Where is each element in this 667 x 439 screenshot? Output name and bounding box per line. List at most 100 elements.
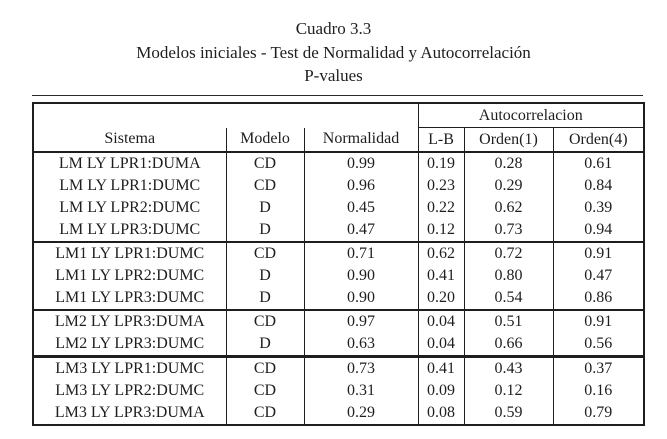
column-header-orden4: Orden(4) <box>552 127 645 153</box>
table-cell: 0.62 <box>417 241 464 265</box>
table-cell: 0.91 <box>552 309 645 333</box>
table-cell: 0.62 <box>463 197 553 219</box>
table-row: LM3 LY LPR2:DUMC CD 0.31 0.09 0.12 0.16 <box>33 380 645 402</box>
table-row: LM2 LY LPR3:DUMC D 0.63 0.04 0.66 0.56 <box>33 333 645 357</box>
table-cell: 0.72 <box>463 241 553 265</box>
table-cell: CD <box>225 402 304 425</box>
table-cell: 0.43 <box>463 355 553 380</box>
table-cell: CD <box>225 152 304 175</box>
table-cell: 0.47 <box>552 265 645 287</box>
table-cell: 0.09 <box>417 380 464 402</box>
table-cell: 0.90 <box>303 265 418 287</box>
table-cell: 0.28 <box>463 152 553 175</box>
table-row: LM LY LPR1:DUMA CD 0.99 0.19 0.28 0.61 <box>33 152 645 175</box>
table-cell: 0.31 <box>303 380 418 402</box>
table-cell: D <box>225 265 304 287</box>
table-cell: 0.56 <box>552 333 645 357</box>
table-cell: LM3 LY LPR2:DUMC <box>55 382 205 399</box>
table-header-group-row: Autocorrelacion <box>33 103 645 128</box>
table-cell: D <box>225 333 304 357</box>
table-cell: 0.59 <box>463 402 553 425</box>
table-cell: 0.22 <box>417 197 464 219</box>
table-cell: 0.90 <box>303 287 418 310</box>
table-cell: 0.61 <box>552 152 645 175</box>
column-header-lb: L-B <box>417 127 464 153</box>
column-header-orden1: Orden(1) <box>463 127 553 153</box>
table-cell: 0.16 <box>552 380 645 402</box>
table-cell: 0.66 <box>463 333 553 357</box>
table-cell: 0.47 <box>303 219 418 242</box>
table-cell: LM LY LPR3:DUMC <box>59 221 201 238</box>
table-cell: LM1 LY LPR1:DUMC <box>33 241 226 265</box>
table-cell: LM2 LY LPR3:DUMA <box>33 309 226 333</box>
table-row: LM3 LY LPR1:DUMC CD 0.73 0.41 0.43 0.37 <box>33 355 645 380</box>
table-cell: 0.96 <box>303 175 418 197</box>
table-cell: 0.73 <box>463 219 553 242</box>
table-row: LM1 LY LPR1:DUMC CD 0.71 0.62 0.72 0.91 <box>33 241 645 265</box>
table-cell: 0.08 <box>417 402 464 425</box>
header-spacer-cell <box>33 103 419 128</box>
table-row: LM LY LPR3:DUMC D 0.47 0.12 0.73 0.94 <box>33 219 645 242</box>
table-cell: 0.79 <box>552 402 645 425</box>
table-cell: 0.80 <box>463 265 553 287</box>
table-cell: LM1 LY LPR3:DUMC <box>55 289 205 306</box>
header-group-autocorrelacion: Autocorrelacion <box>418 103 645 128</box>
table-cell: LM2 LY LPR3:DUMC <box>55 335 205 352</box>
table-cell: D <box>225 287 304 310</box>
table-cell: LM1 LY LPR2:DUMC <box>55 267 205 284</box>
table-cell: 0.23 <box>417 175 464 197</box>
table-cell: 0.12 <box>463 380 553 402</box>
caption-number: Cuadro 3.3 <box>295 19 372 38</box>
table-cell: 0.86 <box>552 287 645 310</box>
table-row: LM LY LPR1:DUMC CD 0.96 0.23 0.29 0.84 <box>33 175 645 197</box>
table-row: LM2 LY LPR3:DUMA CD 0.97 0.04 0.51 0.91 <box>33 309 645 333</box>
table-cell: CD <box>225 309 304 333</box>
table-cell: LM LY LPR1:DUMA <box>58 155 201 172</box>
table-row: LM3 LY LPR3:DUMA CD 0.29 0.08 0.59 0.79 <box>33 402 645 425</box>
table-caption: Cuadro 3.3 Modelos iniciales - Test de N… <box>0 17 667 88</box>
table-header-row: Sistema Modelo Normalidad L-B Orden(1) O… <box>33 127 645 153</box>
table-cell: 0.37 <box>552 355 645 380</box>
table-cell: LM LY LPR2:DUMC <box>59 199 201 216</box>
table-cell: CD <box>225 380 304 402</box>
column-header-normalidad: Normalidad <box>303 127 418 153</box>
caption-title: Modelos iniciales - Test de Normalidad y… <box>136 42 531 62</box>
table-cell: 0.29 <box>303 402 418 425</box>
table-cell: 0.12 <box>417 219 464 242</box>
table-cell: 0.73 <box>303 355 418 380</box>
table-cell: 0.99 <box>303 152 418 175</box>
top-rule-divider <box>32 95 643 96</box>
table-cell: D <box>225 197 304 219</box>
table-cell: 0.71 <box>303 241 418 265</box>
table-cell: 0.29 <box>463 175 553 197</box>
table-cell: LM LY LPR1:DUMC <box>59 177 201 194</box>
table-cell: 0.39 <box>552 197 645 219</box>
table-cell: 0.91 <box>552 241 645 265</box>
table-row: LM LY LPR2:DUMC D 0.45 0.22 0.62 0.39 <box>33 197 645 219</box>
table-row: LM1 LY LPR2:DUMC D 0.90 0.41 0.80 0.47 <box>33 265 645 287</box>
table-cell: CD <box>225 355 304 380</box>
column-header-sistema: Sistema <box>33 127 226 153</box>
table-cell: 0.51 <box>463 309 553 333</box>
table-cell: 0.41 <box>417 355 464 380</box>
table-cell: 0.45 <box>303 197 418 219</box>
table-row: LM1 LY LPR3:DUMC D 0.90 0.20 0.54 0.86 <box>33 287 645 310</box>
table-cell: CD <box>225 175 304 197</box>
caption-subtitle: P-values <box>304 66 363 85</box>
table-cell: 0.54 <box>463 287 553 310</box>
table-cell: D <box>225 219 304 242</box>
column-header-modelo: Modelo <box>225 127 304 153</box>
table-body: LM LY LPR1:DUMA CD 0.99 0.19 0.28 0.61 LM LY L… <box>33 152 645 425</box>
pvalues-table: Autocorrelacion Sistema Modelo Normalida… <box>32 102 646 426</box>
table-cell: 0.84 <box>552 175 645 197</box>
table-cell: 0.04 <box>417 333 464 357</box>
table-cell: CD <box>225 241 304 265</box>
table-cell: 0.19 <box>417 152 464 175</box>
table-cell: 0.04 <box>417 309 464 333</box>
table-cell: LM3 LY LPR3:DUMA <box>54 404 205 421</box>
table-cell: 0.94 <box>552 219 645 242</box>
table-cell: 0.63 <box>303 333 418 357</box>
table-cell: 0.97 <box>303 309 418 333</box>
table-cell: LM3 LY LPR1:DUMC <box>33 355 226 380</box>
